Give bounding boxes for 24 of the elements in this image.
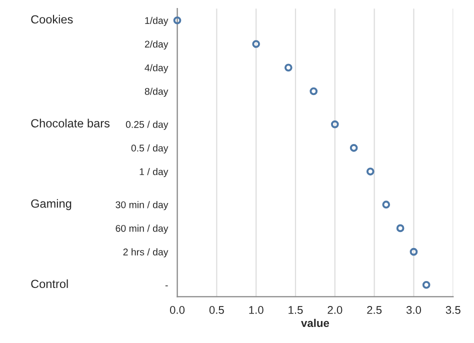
text: Cookies <box>31 14 73 24</box>
y-tick-label: 0.5 / day <box>131 144 168 154</box>
y-tick-label: 2/day <box>144 40 168 50</box>
y-tick-label: 8/day <box>144 88 168 97</box>
x-tick-label: 0.5 <box>209 306 224 314</box>
text: Control <box>31 279 68 288</box>
x-axis-title: value <box>301 318 330 328</box>
x-tick-label: 0.0 <box>170 306 185 314</box>
y-tick-label: 4/day <box>144 64 168 74</box>
text: Chocolate bars <box>31 118 110 128</box>
y-tick-label: - <box>165 285 168 286</box>
y-tick-label: 1 / day <box>140 168 168 178</box>
y-tick-label: 0.25 / day <box>126 120 168 130</box>
y-tick-label: 2 hrs / day <box>123 248 168 258</box>
y-tick-label: 60 min / day <box>116 224 168 234</box>
x-tick-label: 3.0 <box>406 306 422 314</box>
x-tick-label: 1.0 <box>249 306 264 314</box>
x-tick-label: 3.5 <box>446 306 460 314</box>
x-tick-label: 1.5 <box>288 306 303 314</box>
x-tick-label: 2.5 <box>367 306 382 314</box>
y-tick-label: 30 min / day <box>116 201 168 210</box>
x-tick-label: 2.0 <box>328 306 342 314</box>
text: Gaming <box>31 199 72 210</box>
y-tick-label: 1/day <box>145 16 168 26</box>
